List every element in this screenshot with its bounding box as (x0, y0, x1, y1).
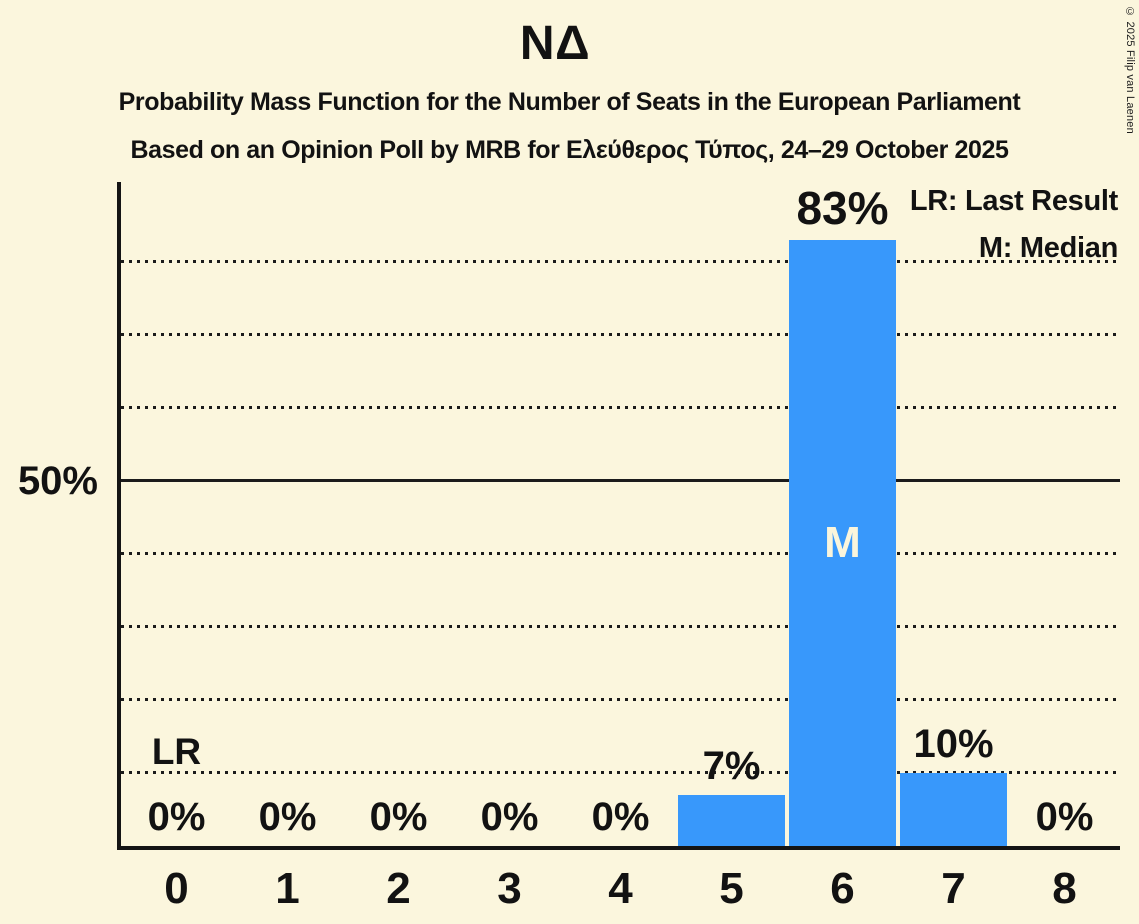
x-tick-label-0: 0 (164, 864, 189, 913)
chart-subtitle-line1: Probability Mass Function for the Number… (118, 88, 1021, 116)
bar-value-label-seat-1: 0% (258, 795, 317, 839)
gridline-80-percent (121, 260, 1120, 264)
x-tick-label-3: 3 (497, 864, 522, 913)
chart-subtitle-line2: Based on an Opinion Poll by MRB for Ελεύ… (130, 136, 1009, 164)
bar-value-label-seat-3: 0% (480, 795, 539, 839)
gridline-50-percent (121, 479, 1120, 483)
legend-median-label: M: Median (978, 232, 1118, 264)
x-tick-label-1: 1 (275, 864, 300, 913)
x-tick-label-7: 7 (941, 864, 966, 913)
x-tick-label-2: 2 (386, 864, 411, 913)
gridline-40-percent (121, 552, 1120, 556)
pmf-bar-seat-7 (900, 773, 1007, 846)
gridline-10-percent (121, 771, 1120, 775)
bar-value-label-seat-7: 10% (913, 722, 994, 767)
chart-title: ΝΔ (519, 17, 591, 70)
x-tick-label-5: 5 (719, 864, 744, 913)
bar-value-label-seat-4: 0% (591, 795, 650, 839)
bar-value-label-seat-2: 0% (369, 795, 428, 839)
y-axis-50-percent-label: 50% (17, 459, 98, 503)
last-result-annotation: LR (151, 731, 202, 773)
gridline-30-percent (121, 625, 1120, 629)
pmf-bar-seat-6 (788, 240, 896, 846)
copyright-notice: © 2025 Filip van Laenen (1124, 6, 1136, 134)
x-tick-label-4: 4 (608, 864, 633, 913)
x-tick-label-6: 6 (830, 864, 855, 913)
gridline-70-percent (121, 333, 1120, 337)
median-annotation: M (824, 518, 861, 568)
plot-area: 0% 0 0% 1 0% 2 0% 3 0% 4 7% 5 83% 6 10% 7 0% 8 LR M (117, 182, 1120, 912)
bar-value-label-seat-8: 0% (1035, 795, 1094, 839)
gridline-20-percent (121, 698, 1120, 702)
bar-value-label-seat-0: 0% (147, 795, 206, 839)
bar-value-label-seat-6: 83% (796, 182, 889, 235)
gridline-60-percent (121, 406, 1120, 410)
legend-last-result-label: LR: Last Result (909, 185, 1118, 217)
pmf-bar-seat-5 (678, 794, 785, 846)
bar-value-label-seat-5: 7% (702, 743, 761, 788)
x-tick-label-8: 8 (1052, 864, 1077, 913)
